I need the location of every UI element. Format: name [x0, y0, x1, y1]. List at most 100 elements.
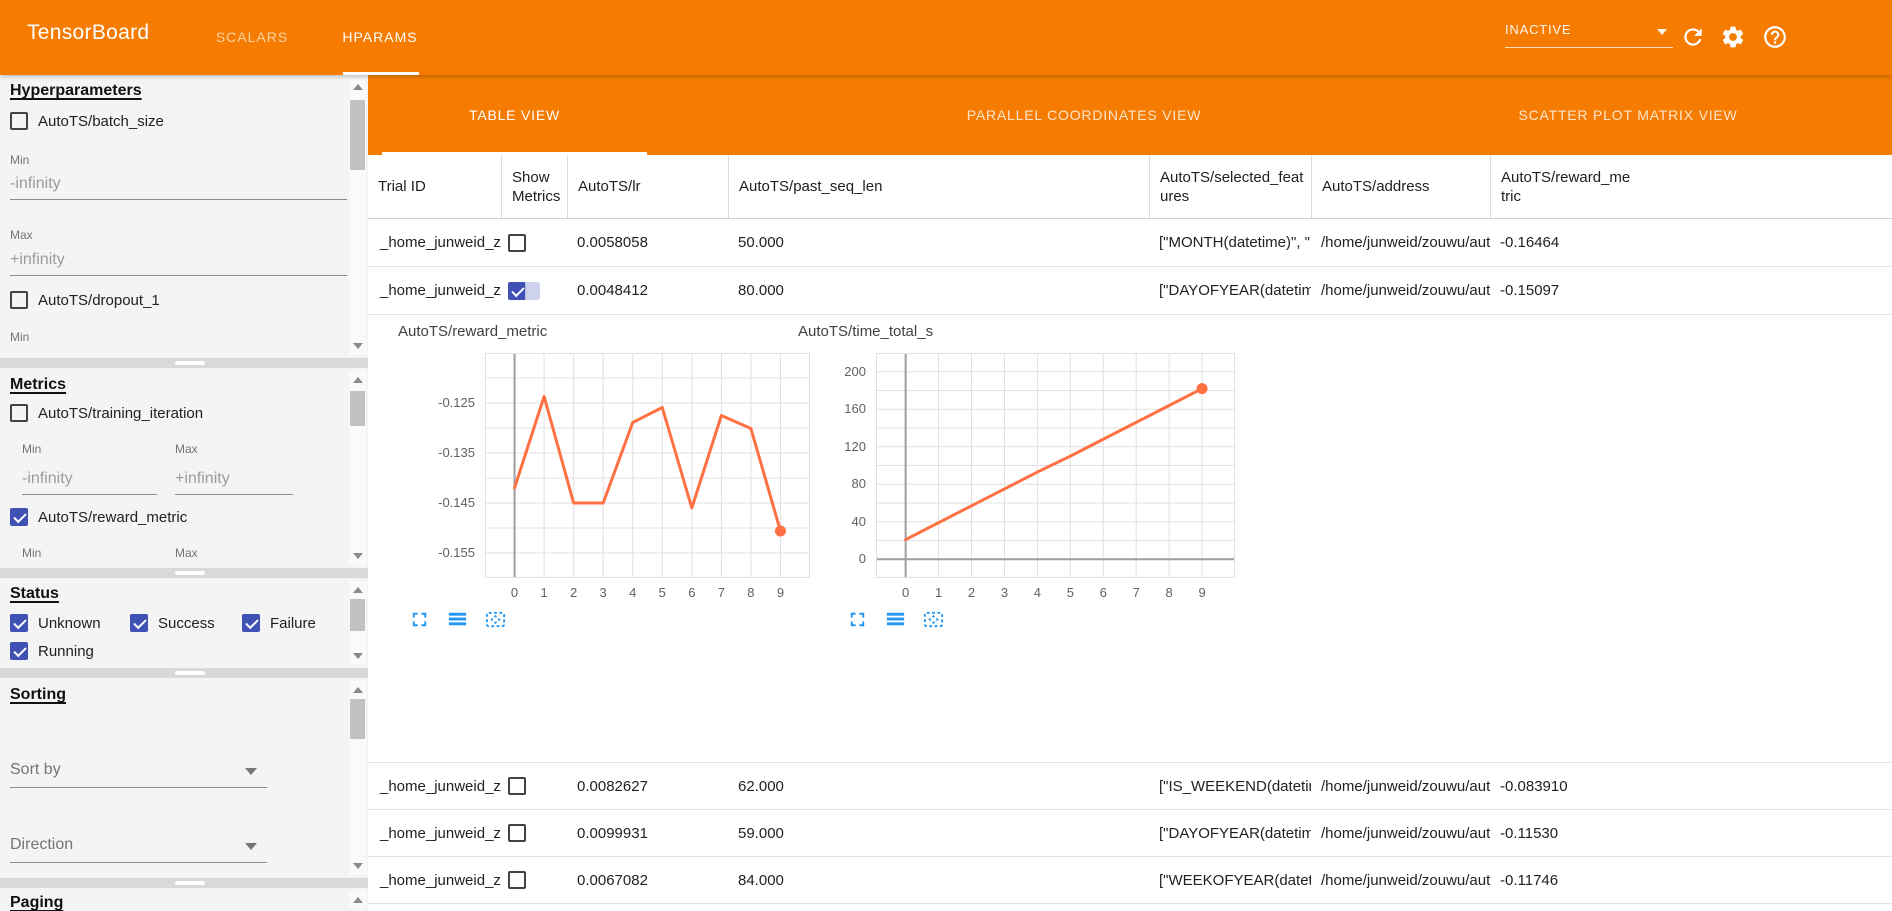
max-input[interactable]: +infinity	[175, 465, 293, 495]
table-row[interactable]: _home_junweid_z… 0.0099931 59.000 ["DAYO…	[368, 810, 1892, 857]
section-scrollbar[interactable]	[349, 78, 366, 355]
tab-hparams[interactable]: HPARAMS	[342, 29, 418, 45]
data-table-icon[interactable]	[446, 608, 469, 631]
drag-handle[interactable]	[175, 671, 205, 675]
fit-domain-icon[interactable]	[484, 608, 507, 631]
checkbox[interactable]	[10, 614, 28, 632]
x-tick-label: 9	[1198, 585, 1206, 600]
scroll-down-icon[interactable]	[353, 553, 363, 559]
show-metrics-checkbox[interactable]	[508, 871, 526, 889]
section-resize-divider[interactable]	[0, 358, 368, 368]
y-tick-label: 40	[851, 513, 866, 529]
fit-domain-icon[interactable]	[922, 608, 945, 631]
drag-handle[interactable]	[175, 881, 205, 885]
hparam-label: AutoTS/batch_size	[38, 112, 164, 130]
gear-icon[interactable]	[1720, 24, 1746, 50]
min-input[interactable]: -infinity	[22, 465, 157, 495]
cell-address: /home/junweid/zouwu/aut…	[1321, 234, 1490, 251]
line-chart[interactable]	[484, 352, 811, 583]
status-label: Unknown	[38, 614, 101, 632]
column-header-show-metrics[interactable]: Show Metrics	[501, 155, 567, 218]
checkbox[interactable]	[130, 614, 148, 632]
x-tick-label: 1	[934, 585, 943, 600]
section-scrollbar[interactable]	[349, 371, 366, 565]
section-resize-divider[interactable]	[0, 878, 368, 888]
table-row[interactable]: _home_junweid_z… 0.0067082 84.000 ["WEEK…	[368, 857, 1892, 904]
fullscreen-icon[interactable]	[408, 608, 431, 631]
section-scrollbar[interactable]	[349, 681, 366, 875]
direction-dropdown[interactable]: Direction	[10, 829, 267, 863]
scroll-down-icon[interactable]	[353, 863, 363, 869]
scroll-thumb[interactable]	[350, 599, 365, 631]
column-header-selected-features[interactable]: AutoTS/selected_features	[1149, 155, 1311, 218]
scroll-up-icon[interactable]	[353, 587, 363, 593]
table-row[interactable]: _home_junweid_z… 0.0048412 80.000 ["DAYO…	[368, 267, 1892, 315]
cell-lr: 0.0058058	[577, 234, 648, 251]
show-metrics-checkbox[interactable]	[508, 824, 526, 842]
column-header-past-seq-len[interactable]: AutoTS/past_seq_len	[728, 155, 1149, 218]
scroll-up-icon[interactable]	[353, 377, 363, 383]
status-item-success[interactable]: Success	[130, 614, 215, 632]
section-scrollbar[interactable]	[349, 891, 366, 908]
max-label: Max	[10, 228, 33, 242]
drag-handle[interactable]	[175, 571, 205, 575]
status-item-running[interactable]: Running	[10, 642, 94, 660]
section-scrollbar[interactable]	[349, 581, 366, 665]
scroll-up-icon[interactable]	[353, 687, 363, 693]
reload-status-dropdown[interactable]: INACTIVE	[1505, 17, 1673, 48]
cell-reward-metric: -0.11746	[1500, 871, 1559, 889]
section-resize-divider[interactable]	[0, 668, 368, 678]
metric-item-reward-metric[interactable]: AutoTS/reward_metric	[10, 508, 187, 526]
tab-table-view[interactable]: TABLE VIEW	[469, 107, 560, 123]
tab-scalars[interactable]: SCALARS	[215, 29, 289, 45]
table-row[interactable]: _home_junweid_z… 0.0082627 62.000 ["IS_W…	[368, 763, 1892, 810]
scroll-thumb[interactable]	[350, 391, 365, 426]
checkbox[interactable]	[242, 614, 260, 632]
show-metrics-checkbox[interactable]	[508, 281, 526, 300]
hparam-item-batch-size[interactable]: AutoTS/batch_size	[10, 112, 164, 130]
checkbox[interactable]	[10, 112, 28, 130]
sort-by-dropdown[interactable]: Sort by	[10, 754, 267, 788]
app-title: TensorBoard	[27, 21, 150, 44]
section-resize-divider[interactable]	[0, 568, 368, 578]
scroll-up-icon[interactable]	[353, 897, 363, 903]
scroll-up-icon[interactable]	[353, 84, 363, 90]
cell-past-seq-len: 84.000	[738, 871, 784, 889]
scroll-thumb[interactable]	[350, 699, 365, 739]
checkbox[interactable]	[10, 404, 28, 422]
show-metrics-checkbox[interactable]	[508, 233, 526, 252]
cell-reward-metric: -0.083910	[1500, 777, 1568, 795]
max-input[interactable]: +infinity	[10, 246, 347, 276]
tab-parallel-coordinates-view[interactable]: PARALLEL COORDINATES VIEW	[966, 107, 1202, 123]
line-chart[interactable]	[876, 352, 1236, 583]
checkbox[interactable]	[10, 291, 28, 309]
column-header-lr[interactable]: AutoTS/lr	[567, 155, 728, 218]
scroll-thumb[interactable]	[350, 100, 365, 170]
checkbox[interactable]	[10, 642, 28, 660]
refresh-icon[interactable]	[1680, 24, 1706, 50]
hparam-item-dropout-1[interactable]: AutoTS/dropout_1	[10, 291, 160, 309]
column-header-address[interactable]: AutoTS/address	[1311, 155, 1490, 218]
metric-item-training-iteration[interactable]: AutoTS/training_iteration	[10, 404, 203, 422]
data-table-icon[interactable]	[884, 608, 907, 631]
table-row[interactable]: _home_junweid_z… 0.0058058 50.000 ["MONT…	[368, 219, 1892, 267]
status-item-unknown[interactable]: Unknown	[10, 614, 101, 632]
tab-scatter-plot-matrix-view[interactable]: SCATTER PLOT MATRIX VIEW	[1518, 107, 1738, 123]
x-tick-label: 5	[1066, 585, 1074, 600]
fullscreen-icon[interactable]	[846, 608, 869, 631]
chart-title: AutoTS/time_total_s	[798, 323, 934, 340]
active-tab-indicator	[343, 72, 419, 75]
column-header-reward-metric[interactable]: AutoTS/reward_metric	[1490, 155, 1892, 218]
scroll-down-icon[interactable]	[353, 653, 363, 659]
min-input[interactable]: -infinity	[10, 170, 347, 200]
active-view-tab-indicator	[382, 152, 647, 155]
scroll-down-icon[interactable]	[353, 343, 363, 349]
metric-label: AutoTS/reward_metric	[38, 508, 188, 526]
column-header-trial-id[interactable]: Trial ID	[378, 178, 426, 195]
drag-handle[interactable]	[175, 361, 205, 365]
show-metrics-checkbox[interactable]	[508, 777, 526, 795]
status-item-failure[interactable]: Failure	[242, 614, 316, 632]
sidebar-section-status: Status Unknown Success Failure Running	[0, 578, 368, 668]
checkbox[interactable]	[10, 508, 28, 526]
help-icon[interactable]	[1762, 24, 1788, 50]
